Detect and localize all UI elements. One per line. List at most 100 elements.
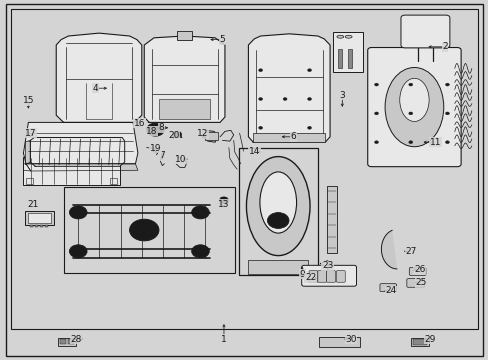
Text: 13: 13 (218, 200, 229, 209)
Circle shape (191, 206, 209, 219)
Circle shape (307, 98, 311, 100)
Bar (253, 133, 325, 142)
Bar (68, 339, 74, 344)
Bar (30, 225, 33, 227)
Ellipse shape (336, 35, 343, 38)
Circle shape (445, 141, 448, 144)
Polygon shape (26, 164, 138, 171)
Text: 12: 12 (197, 129, 208, 138)
Text: 3: 3 (339, 91, 345, 100)
Ellipse shape (246, 157, 309, 256)
Polygon shape (144, 36, 224, 122)
Ellipse shape (260, 172, 296, 233)
Bar (318, 337, 360, 347)
Circle shape (137, 225, 151, 235)
Polygon shape (23, 164, 31, 171)
Text: 8: 8 (158, 123, 164, 132)
Text: 29: 29 (424, 335, 435, 343)
Text: 2: 2 (441, 42, 447, 51)
Circle shape (283, 98, 286, 100)
Text: 5: 5 (219, 35, 224, 44)
Text: 18: 18 (145, 127, 157, 136)
Ellipse shape (399, 78, 428, 122)
Bar (58, 338, 76, 346)
Bar (23, 157, 120, 185)
Text: 27: 27 (404, 247, 416, 256)
Bar (60, 339, 66, 344)
Bar (248, 260, 307, 274)
FancyBboxPatch shape (367, 48, 460, 167)
Text: 28: 28 (70, 335, 81, 343)
Text: 19: 19 (149, 144, 161, 153)
FancyBboxPatch shape (336, 271, 345, 282)
FancyBboxPatch shape (400, 15, 449, 48)
Bar (26, 178, 33, 184)
Text: 25: 25 (415, 278, 427, 287)
Bar (410, 338, 428, 346)
Circle shape (374, 83, 378, 86)
Circle shape (258, 98, 262, 100)
Bar (11, 9, 477, 329)
Bar (347, 49, 351, 68)
Text: 9: 9 (299, 270, 305, 279)
Text: 22: 22 (304, 274, 316, 282)
Text: 1: 1 (221, 335, 226, 343)
Circle shape (191, 245, 209, 258)
Bar (205, 132, 217, 140)
Polygon shape (56, 33, 142, 122)
Text: 23: 23 (321, 261, 333, 270)
Text: 6: 6 (290, 132, 296, 141)
Circle shape (196, 248, 204, 254)
Bar (28, 213, 51, 223)
Bar (412, 339, 426, 345)
Circle shape (374, 112, 378, 115)
Text: 20: 20 (167, 130, 179, 139)
Polygon shape (248, 34, 329, 142)
Polygon shape (25, 140, 30, 165)
FancyBboxPatch shape (317, 271, 326, 282)
Circle shape (267, 212, 288, 228)
Circle shape (258, 69, 262, 72)
FancyBboxPatch shape (406, 279, 424, 287)
Text: 16: 16 (133, 118, 145, 127)
Bar (25, 211, 54, 225)
Circle shape (258, 126, 262, 129)
Polygon shape (23, 122, 138, 164)
Circle shape (146, 123, 164, 136)
Text: 14: 14 (248, 148, 260, 156)
Circle shape (150, 126, 160, 133)
Bar (159, 99, 210, 119)
Circle shape (172, 131, 181, 138)
Bar (40, 225, 43, 227)
Circle shape (445, 112, 448, 115)
Text: 30: 30 (345, 335, 356, 343)
Circle shape (408, 83, 412, 86)
Bar (177, 31, 191, 40)
Bar (45, 225, 48, 227)
Circle shape (69, 206, 87, 219)
Bar (326, 186, 337, 253)
Bar (110, 178, 117, 184)
FancyBboxPatch shape (408, 267, 425, 275)
Text: 24: 24 (385, 287, 396, 295)
Text: 17: 17 (24, 129, 36, 138)
Circle shape (408, 112, 412, 115)
Polygon shape (381, 230, 396, 269)
Circle shape (307, 69, 311, 72)
Circle shape (374, 141, 378, 144)
Bar (338, 49, 342, 68)
Text: 10: 10 (175, 154, 186, 163)
Circle shape (69, 245, 87, 258)
Circle shape (307, 126, 311, 129)
Text: 7: 7 (159, 151, 165, 160)
Text: 15: 15 (22, 96, 34, 105)
Bar (63, 187, 234, 273)
Text: 21: 21 (27, 200, 39, 209)
Circle shape (74, 248, 82, 254)
Bar (238, 148, 317, 275)
FancyBboxPatch shape (326, 271, 335, 282)
Text: 11: 11 (428, 138, 440, 147)
Circle shape (408, 141, 412, 144)
Circle shape (74, 210, 82, 215)
Ellipse shape (385, 68, 443, 147)
